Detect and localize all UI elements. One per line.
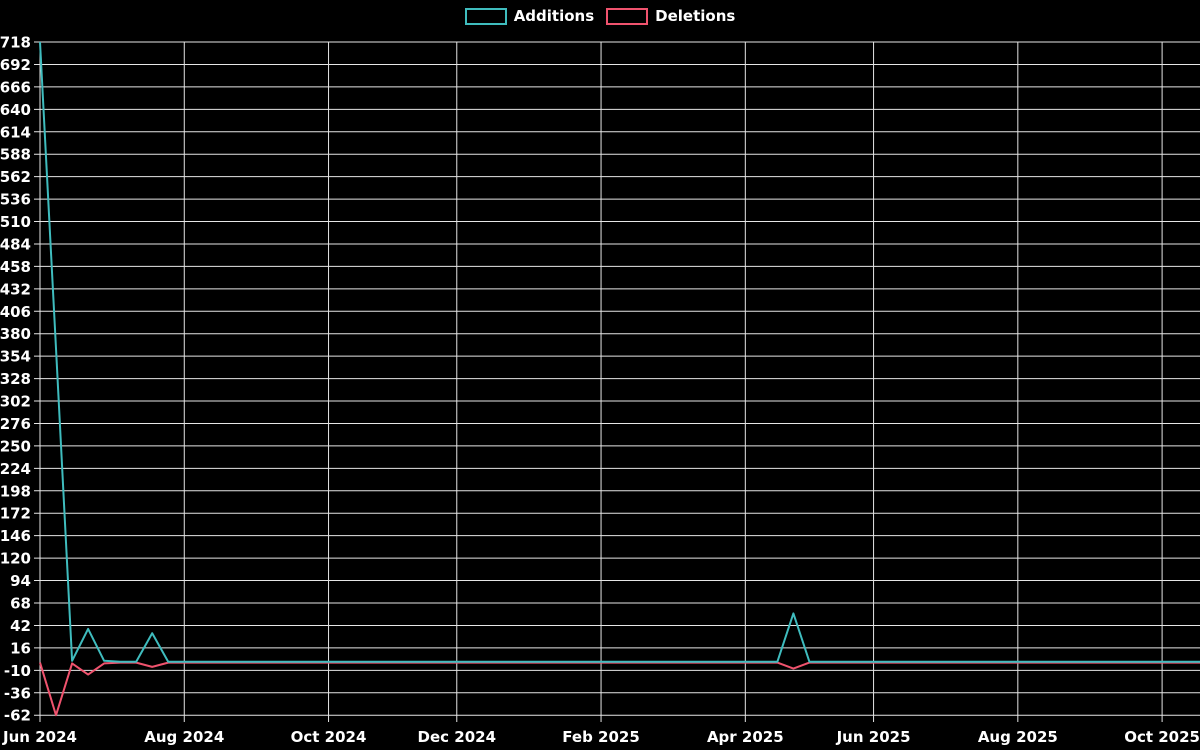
y-tick-label: 68: [10, 595, 31, 613]
y-tick-label: 640: [0, 101, 31, 119]
x-tick-labels: Jun 2024 Aug 2024 Oct 2024 Dec 2024 Feb 2025…: [2, 728, 1200, 746]
legend-label-additions: Additions: [513, 6, 595, 25]
y-tick-label: 94: [10, 572, 31, 590]
additions-swatch-icon: [464, 7, 507, 25]
y-tick-label: 536: [0, 191, 31, 209]
y-tick-label: -36: [4, 684, 31, 702]
x-tick-label: Apr 2025: [707, 728, 784, 746]
y-tick-label: 250: [0, 437, 31, 455]
x-tick-label: Dec 2024: [418, 728, 497, 746]
x-tick-label: Aug 2024: [144, 728, 224, 746]
y-tick-label: 718: [0, 34, 31, 52]
y-tick-label: 16: [10, 639, 31, 657]
y-tick-label: 328: [0, 370, 31, 388]
y-tick-label: 614: [0, 123, 31, 141]
deletions-swatch-icon: [606, 7, 649, 25]
y-tick-label: 510: [0, 213, 31, 231]
x-tick-label: Jun 2024: [2, 728, 77, 746]
y-tick-labels: -62 -36 -10 16 42 68 94 120 146 172 198 224 250 276 30…: [0, 34, 31, 725]
x-tick-label: Jun 2025: [836, 728, 911, 746]
y-tick-label: 42: [10, 617, 31, 635]
x-gridlines: [39, 42, 1163, 722]
y-tick-label: 666: [0, 78, 31, 96]
legend-item-deletions[interactable]: Deletions: [606, 6, 736, 25]
y-tick-label: 432: [0, 280, 31, 298]
y-gridlines: [34, 41, 1200, 716]
legend-item-additions[interactable]: Additions: [464, 6, 595, 25]
y-tick-label: 276: [0, 415, 31, 433]
y-tick-label: 172: [0, 505, 31, 523]
x-tick-label: Aug 2025: [978, 728, 1058, 746]
y-tick-label: 224: [0, 460, 31, 478]
y-tick-label: 692: [0, 56, 31, 74]
additions-line: [39, 41, 1200, 663]
y-tick-label: 198: [0, 482, 31, 500]
y-tick-label: 562: [0, 168, 31, 186]
legend-label-deletions: Deletions: [655, 6, 736, 25]
y-tick-label: 484: [0, 235, 31, 253]
y-tick-label: 588: [0, 146, 31, 164]
y-tick-label: -62: [4, 707, 31, 725]
x-tick-label: Feb 2025: [562, 728, 640, 746]
y-tick-label: 302: [0, 393, 31, 411]
y-tick-label: 354: [0, 348, 31, 366]
y-tick-label: 120: [0, 550, 31, 568]
y-tick-label: -10: [4, 662, 31, 680]
chart-legend: Additions Deletions: [0, 6, 1200, 26]
y-tick-label: 458: [0, 258, 31, 276]
y-tick-label: 146: [0, 527, 31, 545]
y-tick-label: 406: [0, 303, 31, 321]
y-tick-label: 380: [0, 325, 31, 343]
x-tick-label: Oct 2025: [1124, 728, 1200, 746]
x-tick-label: Oct 2024: [291, 728, 367, 746]
